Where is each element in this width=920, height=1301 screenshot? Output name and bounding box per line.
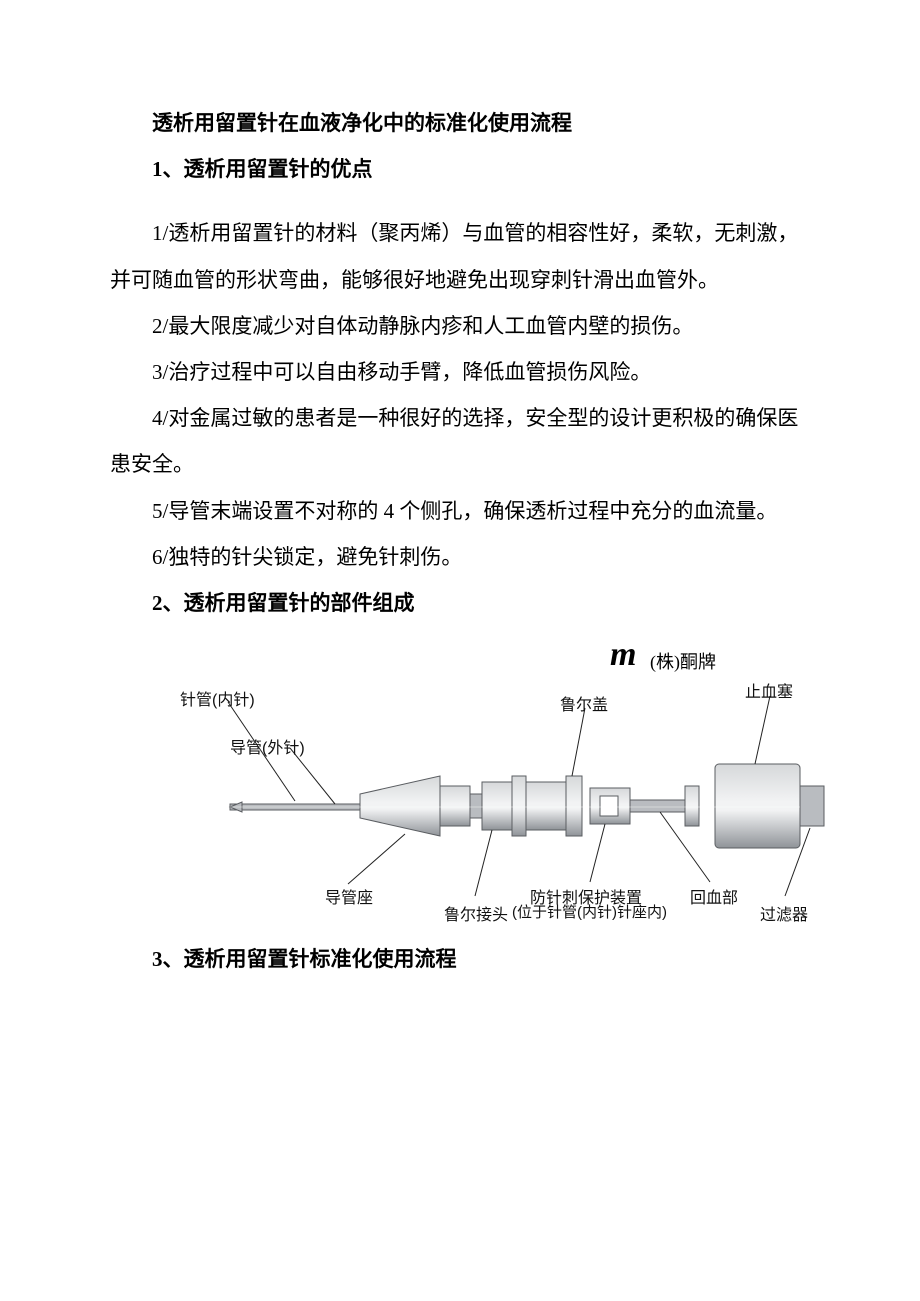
label-luer-connector: 鲁尔接头 <box>444 901 508 925</box>
label-luer-cap: 鲁尔盖 <box>560 691 608 715</box>
label-filter: 过滤器 <box>760 901 808 925</box>
spacer <box>110 192 810 210</box>
section1-p1: 1/透析用留置针的材料（聚丙烯）与血管的相容性好，柔软，无刺激，并可随血管的形状… <box>110 210 810 302</box>
section1-p4: 4/对金属过敏的患者是一种很好的选择，安全型的设计更积极的确保医患安全。 <box>110 395 810 487</box>
section1-heading: 1、透析用留置针的优点 <box>110 146 810 192</box>
section1-p3: 3/治疗过程中可以自由移动手臂，降低血管损伤风险。 <box>110 349 810 395</box>
section1-p2: 2/最大限度减少对自体动静脉内疹和人工血管内壁的损伤。 <box>110 303 810 349</box>
diagram-svg <box>180 636 835 926</box>
label-catheter-seat: 导管座 <box>325 884 373 908</box>
label-anti-stick-sub: (位于针管(内针)针座内) <box>512 901 667 922</box>
section1-p6: 6/独特的针尖锁定，避免针刺伤。 <box>110 534 810 580</box>
brand-m-logo: m <box>610 636 636 674</box>
label-hemo-plug: 止血塞 <box>745 678 793 702</box>
section2-heading: 2、透析用留置针的部件组成 <box>110 580 810 626</box>
section1-p5: 5/导管末端设置不对称的 4 个侧孔，确保透析过程中充分的血流量。 <box>110 488 810 534</box>
section3-heading: 3、透析用留置针标准化使用流程 <box>110 936 810 982</box>
brand-text: (株)酮牌 <box>650 648 716 674</box>
component-diagram: m (株)酮牌 针管(内针) 导管(外针) 鲁尔盖 止血塞 导管座 鲁尔接头 防… <box>180 636 835 926</box>
document-page: 透析用留置针在血液净化中的标准化使用流程 1、透析用留置针的优点 1/透析用留置… <box>0 0 920 1042</box>
label-catheter-outer: 导管(外针) <box>230 734 305 758</box>
label-return-blood: 回血部 <box>690 884 738 908</box>
doc-title: 透析用留置针在血液净化中的标准化使用流程 <box>110 100 810 146</box>
label-needle-inner: 针管(内针) <box>180 686 255 710</box>
